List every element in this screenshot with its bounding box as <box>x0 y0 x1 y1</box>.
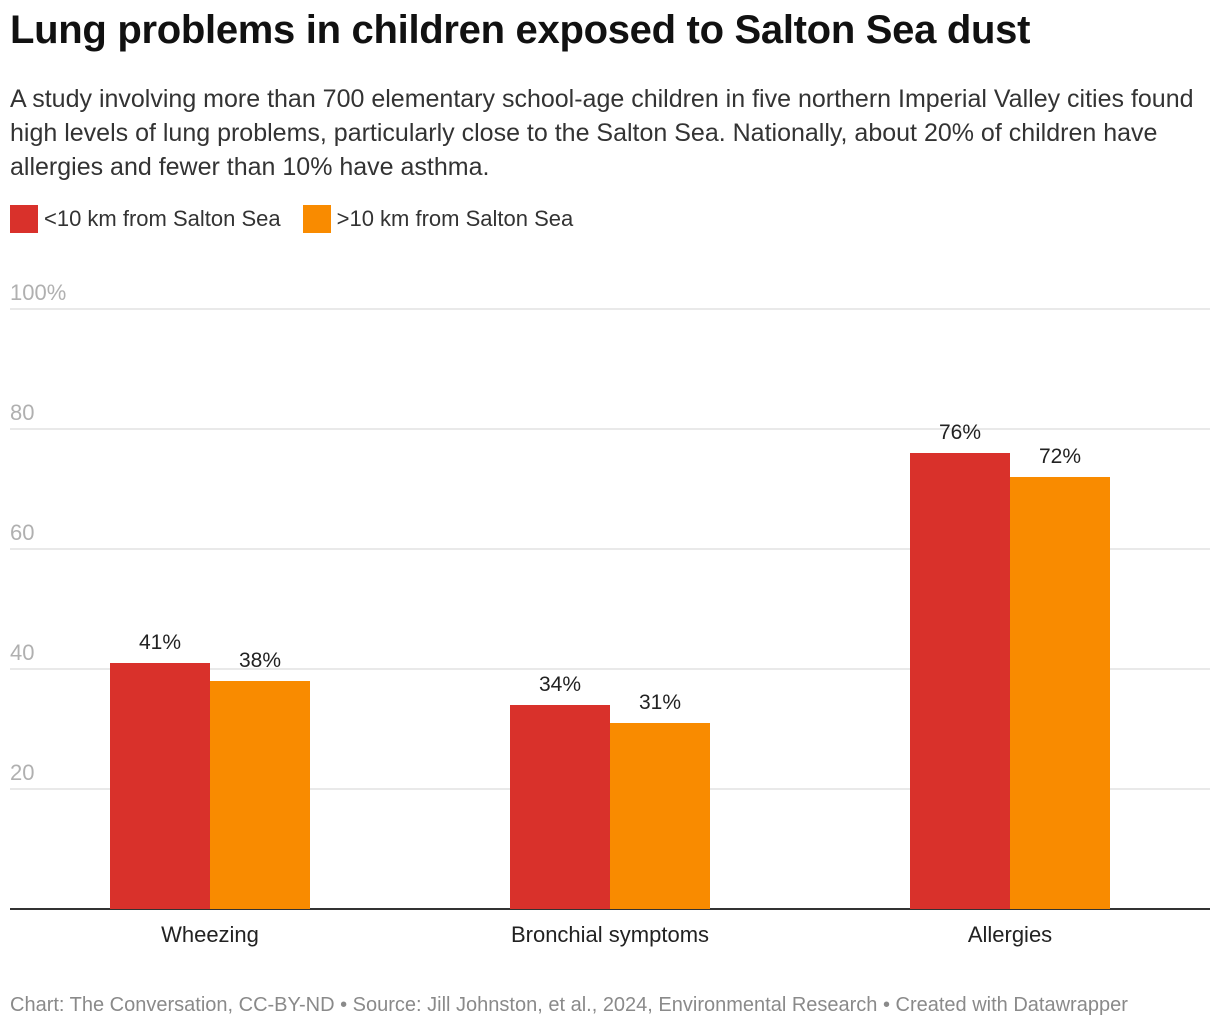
bar-bronchial-symptoms-series-0 <box>510 705 610 909</box>
y-tick-label-40: 40 <box>10 640 34 665</box>
legend-label-near: <10 km from Salton Sea <box>44 206 281 231</box>
legend-item-near: <10 km from Salton Sea <box>10 205 281 233</box>
x-category-label-wheezing: Wheezing <box>161 922 259 947</box>
bar-bronchial-symptoms-series-1 <box>610 723 710 909</box>
value-label-allergies-series-0: 76% <box>939 421 981 444</box>
value-label-bronchial-symptoms-series-1: 31% <box>639 691 681 714</box>
x-category-label-allergies: Allergies <box>968 922 1052 947</box>
legend-swatch-far <box>302 205 331 233</box>
legend-item-far: >10 km from Salton Sea <box>302 205 574 233</box>
chart-subtitle: A study involving more than 700 elementa… <box>10 85 1194 181</box>
chart-footer: Chart: The Conversation, CC-BY-ND • Sour… <box>10 994 1128 1016</box>
bar-wheezing-series-1 <box>210 681 310 909</box>
legend: <10 km from Salton Sea >10 km from Salto… <box>10 205 595 233</box>
x-category-label-bronchial-symptoms: Bronchial symptoms <box>511 922 709 947</box>
bar-wheezing-series-0 <box>110 663 210 909</box>
chart-title: Lung problems in children exposed to Sal… <box>10 8 1031 52</box>
y-tick-label-80: 80 <box>10 400 34 425</box>
value-label-wheezing-series-0: 41% <box>139 631 181 654</box>
legend-label-far: >10 km from Salton Sea <box>336 206 574 231</box>
bar-allergies-series-0 <box>910 453 1010 909</box>
bar-allergies-series-1 <box>1010 477 1110 909</box>
y-tick-label-100: 100% <box>10 280 66 305</box>
legend-swatch-near <box>10 205 38 233</box>
value-label-allergies-series-1: 72% <box>1039 445 1081 468</box>
value-label-bronchial-symptoms-series-0: 34% <box>539 673 581 696</box>
bar-chart: 20 40 60 80 100% 41% 38% Wheezing 34% 31% Bronchia… <box>10 280 1210 947</box>
value-label-wheezing-series-1: 38% <box>239 649 281 672</box>
y-tick-label-20: 20 <box>10 760 34 785</box>
y-tick-label-60: 60 <box>10 520 34 545</box>
